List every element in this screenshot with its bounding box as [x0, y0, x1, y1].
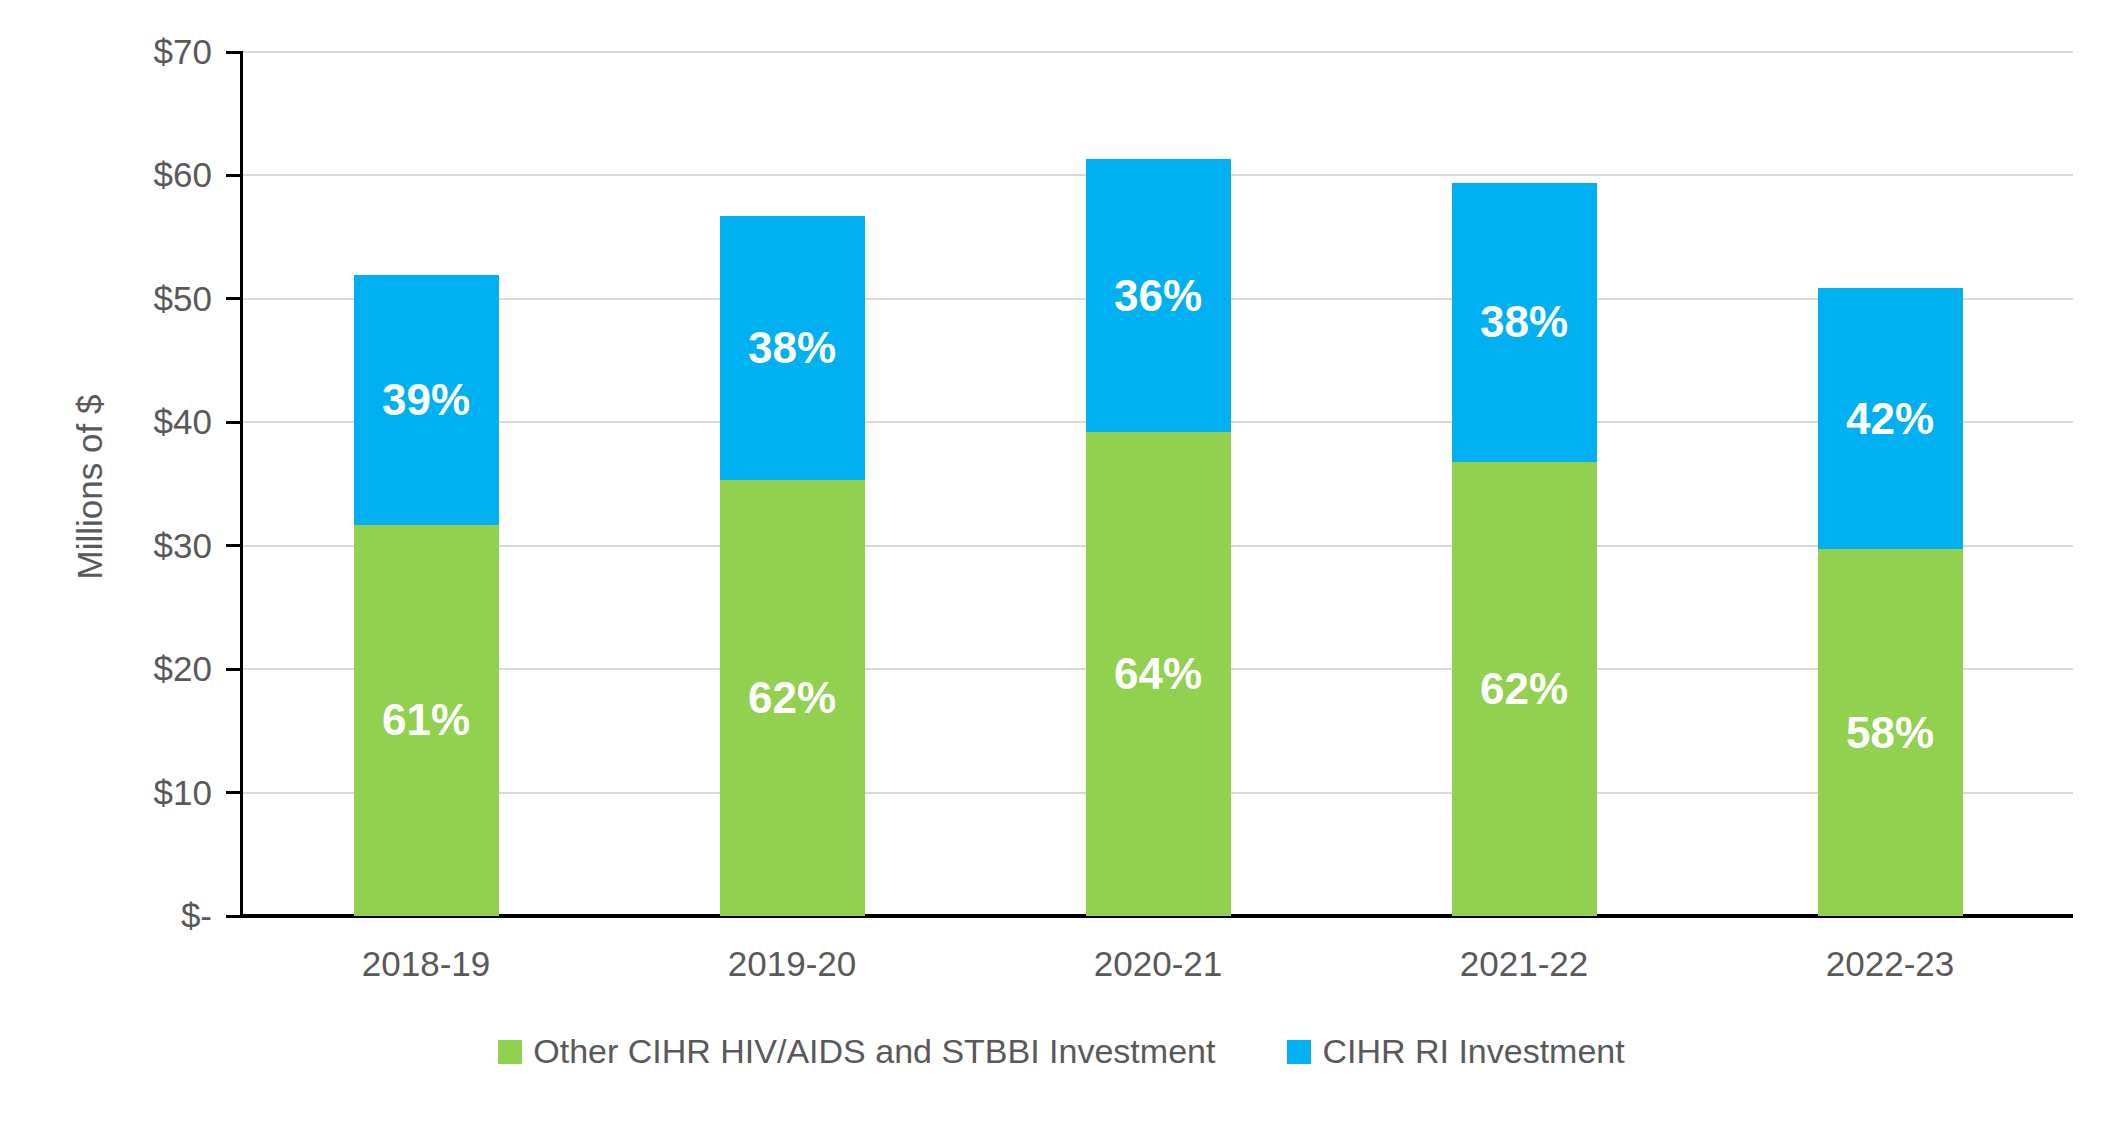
y-tick-label: $30	[30, 524, 212, 568]
bar-percent-label: 38%	[1480, 297, 1568, 347]
x-category-label: 2022-23	[1730, 944, 2050, 984]
bar-percent-label: 38%	[748, 323, 836, 373]
bar-percent-label: 42%	[1846, 394, 1934, 444]
bar-segment-blue-2021-22: 38%	[1452, 183, 1597, 462]
bar-segment-blue-2019-20: 38%	[720, 216, 865, 480]
bar-stack-2019-20: 38% 62%	[720, 216, 865, 916]
bar-segment-blue-2022-23: 42%	[1818, 288, 1963, 550]
bar-percent-label: 58%	[1846, 708, 1934, 758]
bar-stack-2018-19: 39% 61%	[354, 275, 499, 916]
x-category-label: 2019-20	[632, 944, 952, 984]
bar-percent-label: 36%	[1114, 271, 1202, 321]
x-category-label: 2018-19	[266, 944, 586, 984]
bar-segment-blue-2020-21: 36%	[1086, 159, 1231, 432]
y-axis-title: Millions of $	[67, 267, 113, 707]
bar-stack-2022-23: 42% 58%	[1818, 288, 1963, 916]
bar-segment-green-2020-21: 64%	[1086, 432, 1231, 916]
y-tick-label: $10	[30, 771, 212, 815]
y-tick-label: $20	[30, 647, 212, 691]
y-tick-label: $70	[30, 30, 212, 74]
y-tick-label: $40	[30, 400, 212, 444]
bar-segment-green-2019-20: 62%	[720, 480, 865, 916]
y-tick-label: $-	[30, 894, 212, 938]
x-category-label: 2021-22	[1364, 944, 1684, 984]
legend-swatch-blue-icon	[1287, 1040, 1311, 1064]
bar-percent-label: 61%	[382, 695, 470, 745]
gridline	[243, 51, 2073, 53]
y-tick-label: $60	[30, 153, 212, 197]
bar-segment-green-2022-23: 58%	[1818, 549, 1963, 916]
legend-item-other-cihr: Other CIHR HIV/AIDS and STBBI Investment	[498, 1032, 1215, 1071]
bar-segment-blue-2018-19: 39%	[354, 275, 499, 524]
bar-stack-2020-21: 36% 64%	[1086, 159, 1231, 916]
x-category-label: 2020-21	[998, 944, 1318, 984]
legend: Other CIHR HIV/AIDS and STBBI Investment…	[0, 1032, 2123, 1071]
bar-percent-label: 64%	[1114, 649, 1202, 699]
bar-percent-label: 39%	[382, 375, 470, 425]
bar-segment-green-2021-22: 62%	[1452, 462, 1597, 916]
legend-label: Other CIHR HIV/AIDS and STBBI Investment	[533, 1032, 1215, 1071]
plot-area: 39% 61% 38% 62% 36% 64% 38% 62% 42% 58%	[243, 52, 2073, 916]
bar-stack-2021-22: 38% 62%	[1452, 183, 1597, 916]
legend-label: CIHR RI Investment	[1322, 1032, 1624, 1071]
chart-figure: Millions of $ $70 $60 $50 $40 $30 $20 $10 $- 39…	[0, 0, 2123, 1127]
bar-segment-green-2018-19: 61%	[354, 525, 499, 916]
bar-percent-label: 62%	[748, 673, 836, 723]
legend-swatch-green-icon	[498, 1040, 522, 1064]
bar-percent-label: 62%	[1480, 664, 1568, 714]
y-tick-label: $50	[30, 277, 212, 321]
legend-item-cihr-ri: CIHR RI Investment	[1287, 1032, 1624, 1071]
